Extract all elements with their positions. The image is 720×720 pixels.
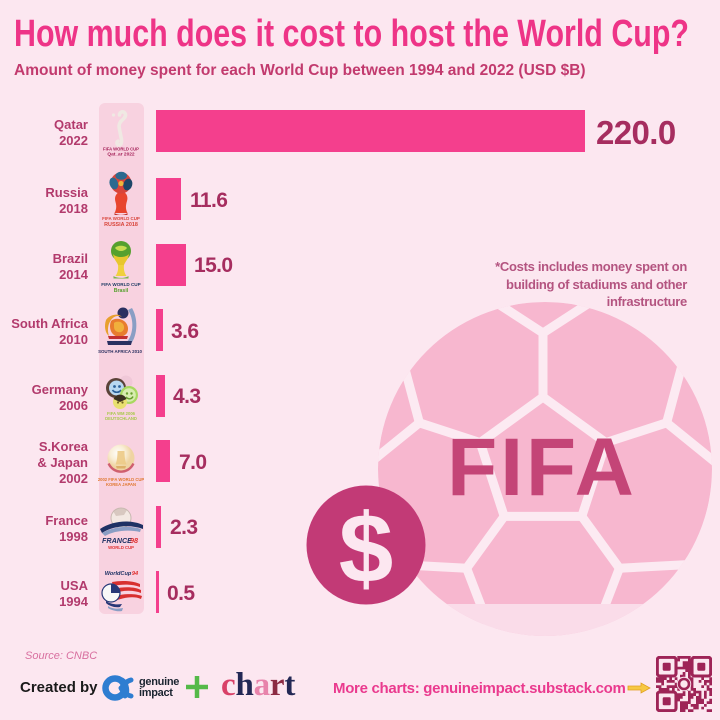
svg-text:FRANCE: FRANCE: [102, 536, 132, 545]
svg-text:2002 FIFA WORLD CUP: 2002 FIFA WORLD CUP: [98, 477, 144, 482]
svg-text:WORLD CUP: WORLD CUP: [108, 545, 134, 550]
svg-text:FIFA WORLD CUP: FIFA WORLD CUP: [101, 282, 140, 287]
svg-text:Qat_ar 2022: Qat_ar 2022: [107, 152, 135, 158]
svg-text:SOUTH AFRICA 2010: SOUTH AFRICA 2010: [98, 349, 142, 354]
svg-text:Brasil: Brasil: [114, 288, 129, 294]
svg-text:WorldCup: WorldCup: [105, 571, 132, 577]
svg-text:FIFA WM 2006: FIFA WM 2006: [107, 411, 136, 416]
svg-text:98: 98: [130, 536, 138, 545]
svg-text:FIFA WORLD CUP: FIFA WORLD CUP: [103, 147, 139, 152]
svg-text:DEUTSCHLAND: DEUTSCHLAND: [105, 416, 137, 421]
svg-text:RUSSIA 2018: RUSSIA 2018: [104, 222, 138, 227]
svg-text:KOREA JAPAN: KOREA JAPAN: [106, 482, 136, 487]
svg-text:FIFA: FIFA: [447, 422, 637, 513]
svg-text:$: $: [339, 493, 394, 603]
svg-text:94: 94: [132, 571, 139, 577]
svg-text:FIFA WORLD CUP: FIFA WORLD CUP: [102, 216, 140, 221]
